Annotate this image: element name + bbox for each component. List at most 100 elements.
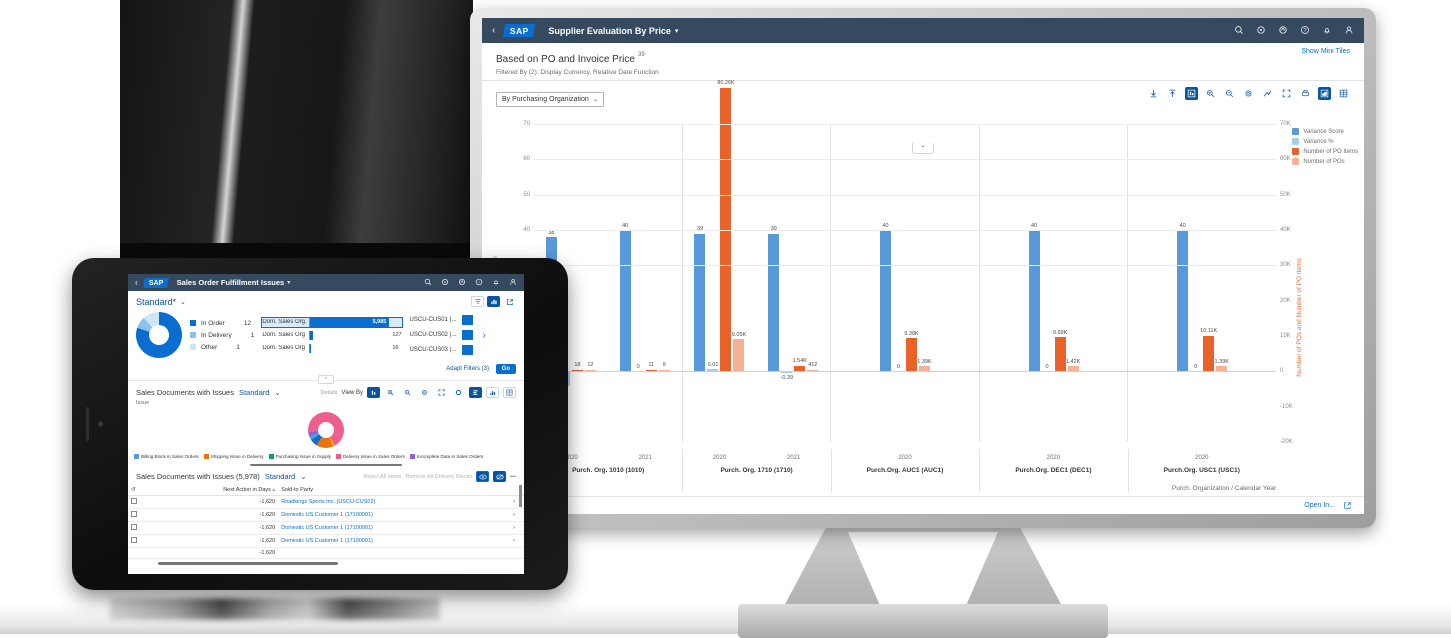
fullscreen-icon[interactable]: [1280, 87, 1293, 100]
chart-bar[interactable]: 9.69K: [1053, 330, 1067, 372]
chart-type-icon[interactable]: [1261, 87, 1274, 100]
chart-bar[interactable]: 40: [1177, 223, 1189, 372]
back-chevron-icon[interactable]: ‹: [492, 25, 496, 36]
open-in-link[interactable]: Open In...: [1304, 502, 1335, 509]
share-icon[interactable]: [1278, 25, 1288, 37]
chart-bar[interactable]: 1.39K: [917, 359, 932, 372]
zoom-in-icon[interactable]: [1204, 87, 1217, 100]
row-navigate-icon[interactable]: [510, 547, 524, 559]
chart-bar[interactable]: 9.38K: [904, 331, 919, 372]
chart-legend-icon[interactable]: [367, 387, 380, 398]
row-checkbox[interactable]: [128, 508, 144, 522]
chart-bar[interactable]: 0.01: [707, 362, 719, 372]
visible-icon[interactable]: [476, 471, 490, 482]
issues-table-variant[interactable]: Standard: [264, 472, 296, 481]
order-status-donut[interactable]: [136, 312, 182, 358]
legend-item[interactable]: Variance Score: [1292, 128, 1358, 135]
collapse-filter-bar-button[interactable]: ⌃: [318, 375, 334, 384]
sync-icon[interactable]: [441, 278, 449, 288]
zoom-in-icon[interactable]: [384, 387, 397, 398]
chart-bar[interactable]: -0.39: [781, 371, 793, 381]
settings-icon[interactable]: [418, 387, 431, 398]
issues-legend-scrollbar[interactable]: [250, 464, 402, 466]
overflow-menu-button[interactable]: •••: [510, 473, 516, 480]
settings-icon[interactable]: [1242, 87, 1255, 100]
hidden-icon[interactable]: [493, 471, 507, 482]
chart-bar[interactable]: 1.39K: [1214, 359, 1229, 372]
chart-bar[interactable]: 40: [879, 223, 891, 372]
chevron-down-icon[interactable]: ⌄: [274, 388, 281, 397]
kpi-square-row[interactable]: USCU-CUS03 (...: [410, 345, 473, 355]
row-navigate-icon[interactable]: ›: [510, 508, 524, 522]
chart-bar[interactable]: 18: [571, 362, 583, 372]
row-checkbox[interactable]: [128, 547, 144, 559]
cell-sold-to-party[interactable]: Roadkings Sports Inc. (USCU-CUS02): [278, 495, 510, 509]
cell-sold-to-party[interactable]: Domestic US Customer 1 (17100001): [278, 521, 510, 535]
details-label[interactable]: Details: [320, 389, 338, 396]
chart-legend-icon[interactable]: [1185, 87, 1198, 100]
table-row[interactable]: -1,620 Domestic US Customer 1 (17100001) ›: [128, 521, 524, 535]
row-checkbox[interactable]: [128, 495, 144, 509]
customer-square-list[interactable]: USCU-CUS01 (... USCU-CUS02 (... USCU-CUS03…: [410, 315, 473, 355]
chevron-down-icon[interactable]: ⌄: [180, 298, 186, 306]
show-mini-tiles-link[interactable]: Show Mini Tiles: [1301, 48, 1350, 55]
legend-item[interactable]: Variance %: [1292, 138, 1358, 145]
remove-delivery-blocks-button[interactable]: Remove All Delivery Blocks: [405, 473, 473, 480]
row-navigate-icon[interactable]: ›: [510, 521, 524, 535]
issues-legend-item[interactable]: Incomplete Data in Sales Orders: [409, 454, 483, 459]
search-icon[interactable]: [1234, 25, 1244, 37]
chart-legend[interactable]: Variance Score Variance % Number of PO Ite…: [1292, 128, 1358, 168]
chart-bar[interactable]: 412: [807, 362, 819, 372]
view-by-label[interactable]: View By: [341, 389, 363, 396]
dimension-select[interactable]: By Purchasing Organization ⌄: [496, 92, 604, 107]
undo-icon[interactable]: ↺: [128, 485, 144, 496]
kpi-legend-row[interactable]: Other 1: [190, 344, 254, 351]
kpi-square-row[interactable]: USCU-CUS02 (...: [410, 330, 473, 340]
table-row[interactable]: -1,620 Domestic US Customer 1 (17100001) ›: [128, 508, 524, 522]
user-icon[interactable]: [1344, 25, 1354, 37]
bar-view-icon[interactable]: [486, 387, 499, 398]
user-icon[interactable]: [509, 278, 517, 288]
chart-bar[interactable]: 1.54K: [793, 358, 807, 372]
notification-icon[interactable]: [492, 278, 500, 288]
kpi-square-row[interactable]: USCU-CUS01 (...: [410, 315, 473, 325]
legend-item[interactable]: Number of PO Items: [1292, 148, 1358, 155]
reject-all-items-button[interactable]: Reject All Items: [363, 473, 402, 480]
table-vertical-scrollbar[interactable]: [519, 485, 522, 507]
chart-bar[interactable]: 1.42K: [1066, 359, 1080, 372]
cell-sold-to-party[interactable]: Domestic US Customer 1 (17100001): [278, 508, 510, 522]
chart-bar[interactable]: 80.26K: [717, 80, 735, 372]
table-row[interactable]: -1,620: [128, 547, 524, 559]
refresh-icon[interactable]: [452, 387, 465, 398]
print-icon[interactable]: [1299, 87, 1312, 100]
row-navigate-icon[interactable]: ›: [510, 534, 524, 548]
issues-legend[interactable]: Billing Block in Sales Orders Shipping Is…: [128, 452, 524, 461]
share-icon[interactable]: [503, 296, 516, 307]
issues-legend-item[interactable]: Delivery Issue in Sales Orders: [335, 454, 405, 459]
chart-bar[interactable]: 39: [694, 226, 706, 372]
chart-bar[interactable]: 39: [768, 226, 780, 372]
chart-bar[interactable]: 11: [645, 362, 657, 372]
chart-view-icon[interactable]: [469, 387, 482, 398]
kpi-bar-row[interactable]: Dom. Sales Org... 5,985: [261, 316, 403, 328]
next-page-arrow-icon[interactable]: ›: [482, 329, 486, 341]
zoom-out-icon[interactable]: [1223, 87, 1236, 100]
chart-bar[interactable]: 9.05K: [732, 332, 746, 372]
sap-logo[interactable]: SAP: [142, 277, 169, 288]
sales-org-bar-list[interactable]: Dom. Sales Org... 5,985 Dom. Sales Org ...…: [261, 316, 403, 353]
chart-view-icon[interactable]: [1318, 87, 1331, 100]
notification-icon[interactable]: [1322, 25, 1332, 37]
adapt-filters-link[interactable]: Adapt Filters (3): [446, 366, 489, 372]
issues-legend-item[interactable]: Billing Block in Sales Orders: [134, 454, 199, 459]
sync-icon[interactable]: [1256, 25, 1266, 37]
table-view-icon[interactable]: [1337, 87, 1350, 100]
chart-icon[interactable]: [487, 296, 500, 307]
go-button[interactable]: Go: [495, 364, 516, 374]
kpi-bar-row[interactable]: Dom. Sales Org ... 127: [262, 330, 402, 340]
help-icon[interactable]: !: [475, 278, 483, 288]
app-title-caret-icon[interactable]: ▾: [287, 280, 291, 286]
chart-bar[interactable]: 10.11K: [1200, 328, 1217, 372]
chart-bar[interactable]: 40: [1028, 223, 1040, 372]
table-horizontal-scrollbar[interactable]: [158, 562, 338, 565]
table-row[interactable]: -1,620 Roadkings Sports Inc. (USCU-CUS02)…: [128, 495, 524, 509]
